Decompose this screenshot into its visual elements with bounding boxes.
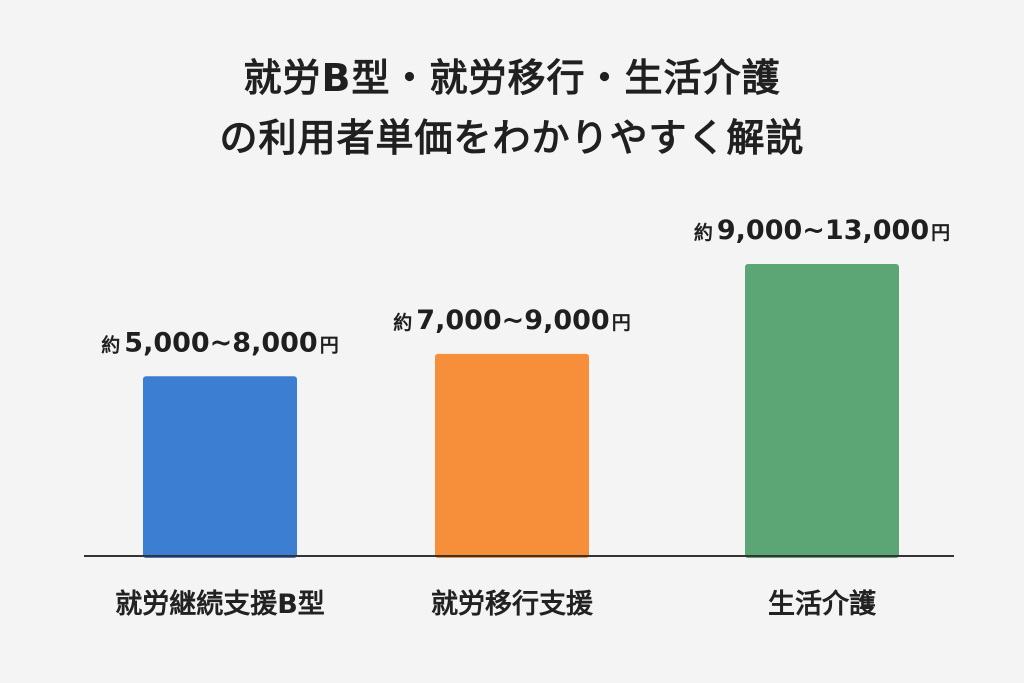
bar-2 bbox=[435, 353, 589, 558]
value-prefix: 約 bbox=[101, 333, 120, 356]
value-prefix: 約 bbox=[694, 221, 713, 244]
chart-title-line-2: の利用者単価をわかりやすく解説 bbox=[219, 116, 805, 160]
category-label-3: 生活介護 bbox=[768, 588, 877, 620]
value-suffix: 円 bbox=[931, 222, 950, 244]
value-range: 9,000~13,000 bbox=[717, 215, 929, 246]
bar-1 bbox=[143, 376, 297, 558]
value-prefix: 約 bbox=[393, 311, 412, 334]
category-label-2: 就労移行支援 bbox=[431, 588, 594, 620]
chart-title: 就労B型・就労移行・生活介護 の利用者単価をわかりやすく解説 bbox=[0, 48, 1024, 168]
bar-value-label-2: 約 7,000~9,000 円 bbox=[393, 305, 630, 336]
value-suffix: 円 bbox=[320, 334, 339, 356]
value-range: 5,000~8,000 bbox=[124, 327, 317, 358]
bar-value-label-1: 約 5,000~8,000 円 bbox=[101, 327, 338, 358]
chart-title-line-1: 就労B型・就労移行・生活介護 bbox=[243, 56, 781, 100]
value-suffix: 円 bbox=[612, 312, 631, 334]
bar-3 bbox=[745, 264, 899, 558]
value-range: 7,000~9,000 bbox=[416, 305, 609, 336]
bar-value-label-3: 約 9,000~13,000 円 bbox=[694, 215, 950, 246]
category-label-1: 就労継続支援B型 bbox=[115, 588, 325, 620]
